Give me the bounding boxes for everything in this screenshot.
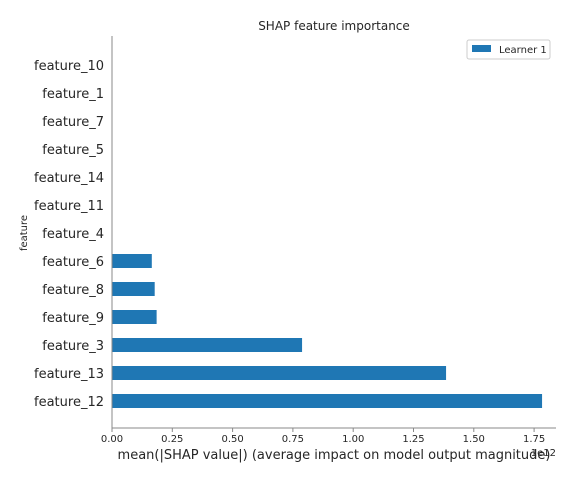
y-tick-label-feature-11: feature_11: [34, 199, 104, 214]
y-tick-label-feature-14: feature_14: [34, 171, 104, 186]
y-tick-labels: feature_10 feature_1 feature_7 feature_5fea…: [34, 59, 104, 410]
y-tick-label-feature-1: feature_1: [42, 87, 104, 102]
x-tick-label: 1.00: [342, 434, 364, 445]
bar-feature-6: [112, 254, 152, 268]
x-tick-label: 1.25: [402, 434, 424, 445]
y-tick-label-feature-7: feature_7: [42, 115, 104, 130]
y-tick-label-feature-6: feature_6: [42, 255, 104, 270]
y-tick-label-feature-13: feature_13: [34, 367, 104, 382]
y-tick-label-feature-8: feature_8: [42, 283, 104, 298]
bars-group: [112, 254, 543, 408]
x-tick-label: 1.75: [523, 434, 545, 445]
y-tick-label-feature-3: feature_3: [42, 339, 104, 354]
y-tick-label-feature-9: feature_9: [42, 311, 104, 326]
x-scale-offset: 1e12: [531, 448, 556, 459]
y-tick-label-feature-12: feature_12: [34, 395, 104, 410]
legend: Learner 1: [466, 39, 551, 60]
bar-feature-8: [112, 282, 155, 296]
y-tick-label-feature-5: feature_5: [42, 143, 104, 158]
x-tick-label: 0.75: [282, 434, 304, 445]
bar-feature-3: [112, 338, 303, 352]
y-tick-label-feature-10: feature_10: [34, 59, 104, 74]
x-tick-label: 1.50: [463, 434, 485, 445]
legend-frame: [466, 39, 551, 60]
bar-feature-13: [112, 366, 447, 380]
bar-feature-9: [112, 310, 157, 324]
bar-feature-12: [112, 394, 543, 408]
y-tick-label-feature-4: feature_4: [42, 227, 104, 242]
x-ticks: 0.00 0.25 0.50 0.75 1.00 1.25 1.50 1.75: [101, 428, 545, 445]
legend-label: Learner 1: [499, 45, 547, 56]
x-tick-label: 0.25: [161, 434, 183, 445]
x-axis-label: mean(|SHAP value|) (average impact on mo…: [118, 448, 551, 463]
x-tick-label: 0.50: [221, 434, 243, 445]
x-tick-label: 0.00: [101, 434, 123, 445]
legend-swatch: [472, 45, 491, 52]
y-axis-label: feature: [19, 215, 30, 251]
chart-title: SHAP feature importance: [258, 19, 410, 33]
